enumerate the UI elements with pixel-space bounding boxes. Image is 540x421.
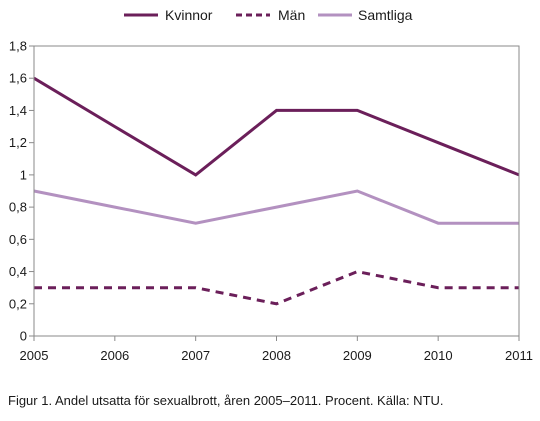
series-line-kvinnor	[33, 76, 520, 177]
y-tick-label: 1,8	[9, 39, 27, 54]
series-line-män	[34, 270, 519, 306]
x-axis: 2005 2006 2007 2008 2009 2010 2011	[20, 336, 533, 363]
y-tick-label: 1,4	[9, 103, 27, 118]
series-lines	[33, 76, 520, 306]
legend-label-samtliga: Samtliga	[358, 7, 413, 23]
legend-label-kvinnor: Kvinnor	[165, 7, 213, 23]
x-tick-label: 2010	[424, 348, 453, 363]
legend: Kvinnor Män Samtliga	[124, 7, 413, 23]
y-tick-label: 0,2	[9, 296, 27, 311]
x-tick-label: 2005	[20, 348, 49, 363]
y-tick-label: 0	[20, 329, 27, 344]
series-line-samtliga	[33, 189, 519, 225]
figure-caption: Figur 1. Andel utsatta för sexualbrott, …	[8, 393, 444, 408]
x-tick-label: 2009	[343, 348, 372, 363]
legend-label-män: Män	[278, 7, 305, 23]
y-tick-label: 1,6	[9, 71, 27, 86]
y-tick-label: 1	[20, 167, 27, 182]
y-axis: 0 0,2 0,4 0,6 0,8 1 1,2 1,4 1,6 1,8	[9, 39, 34, 344]
x-tick-label: 2011	[505, 348, 533, 363]
y-tick-label: 0,6	[9, 232, 27, 247]
x-tick-label: 2007	[181, 348, 210, 363]
line-chart: Kvinnor Män Samtliga 0 0,2 0,4 0,6 0,8 1 1,2 1,4 1…	[9, 7, 533, 363]
x-tick-label: 2006	[100, 348, 129, 363]
y-tick-label: 0,4	[9, 264, 27, 279]
y-tick-label: 1,2	[9, 135, 27, 150]
x-tick-label: 2008	[262, 348, 291, 363]
y-tick-label: 0,8	[9, 200, 27, 215]
plot-area-border	[33, 45, 520, 337]
